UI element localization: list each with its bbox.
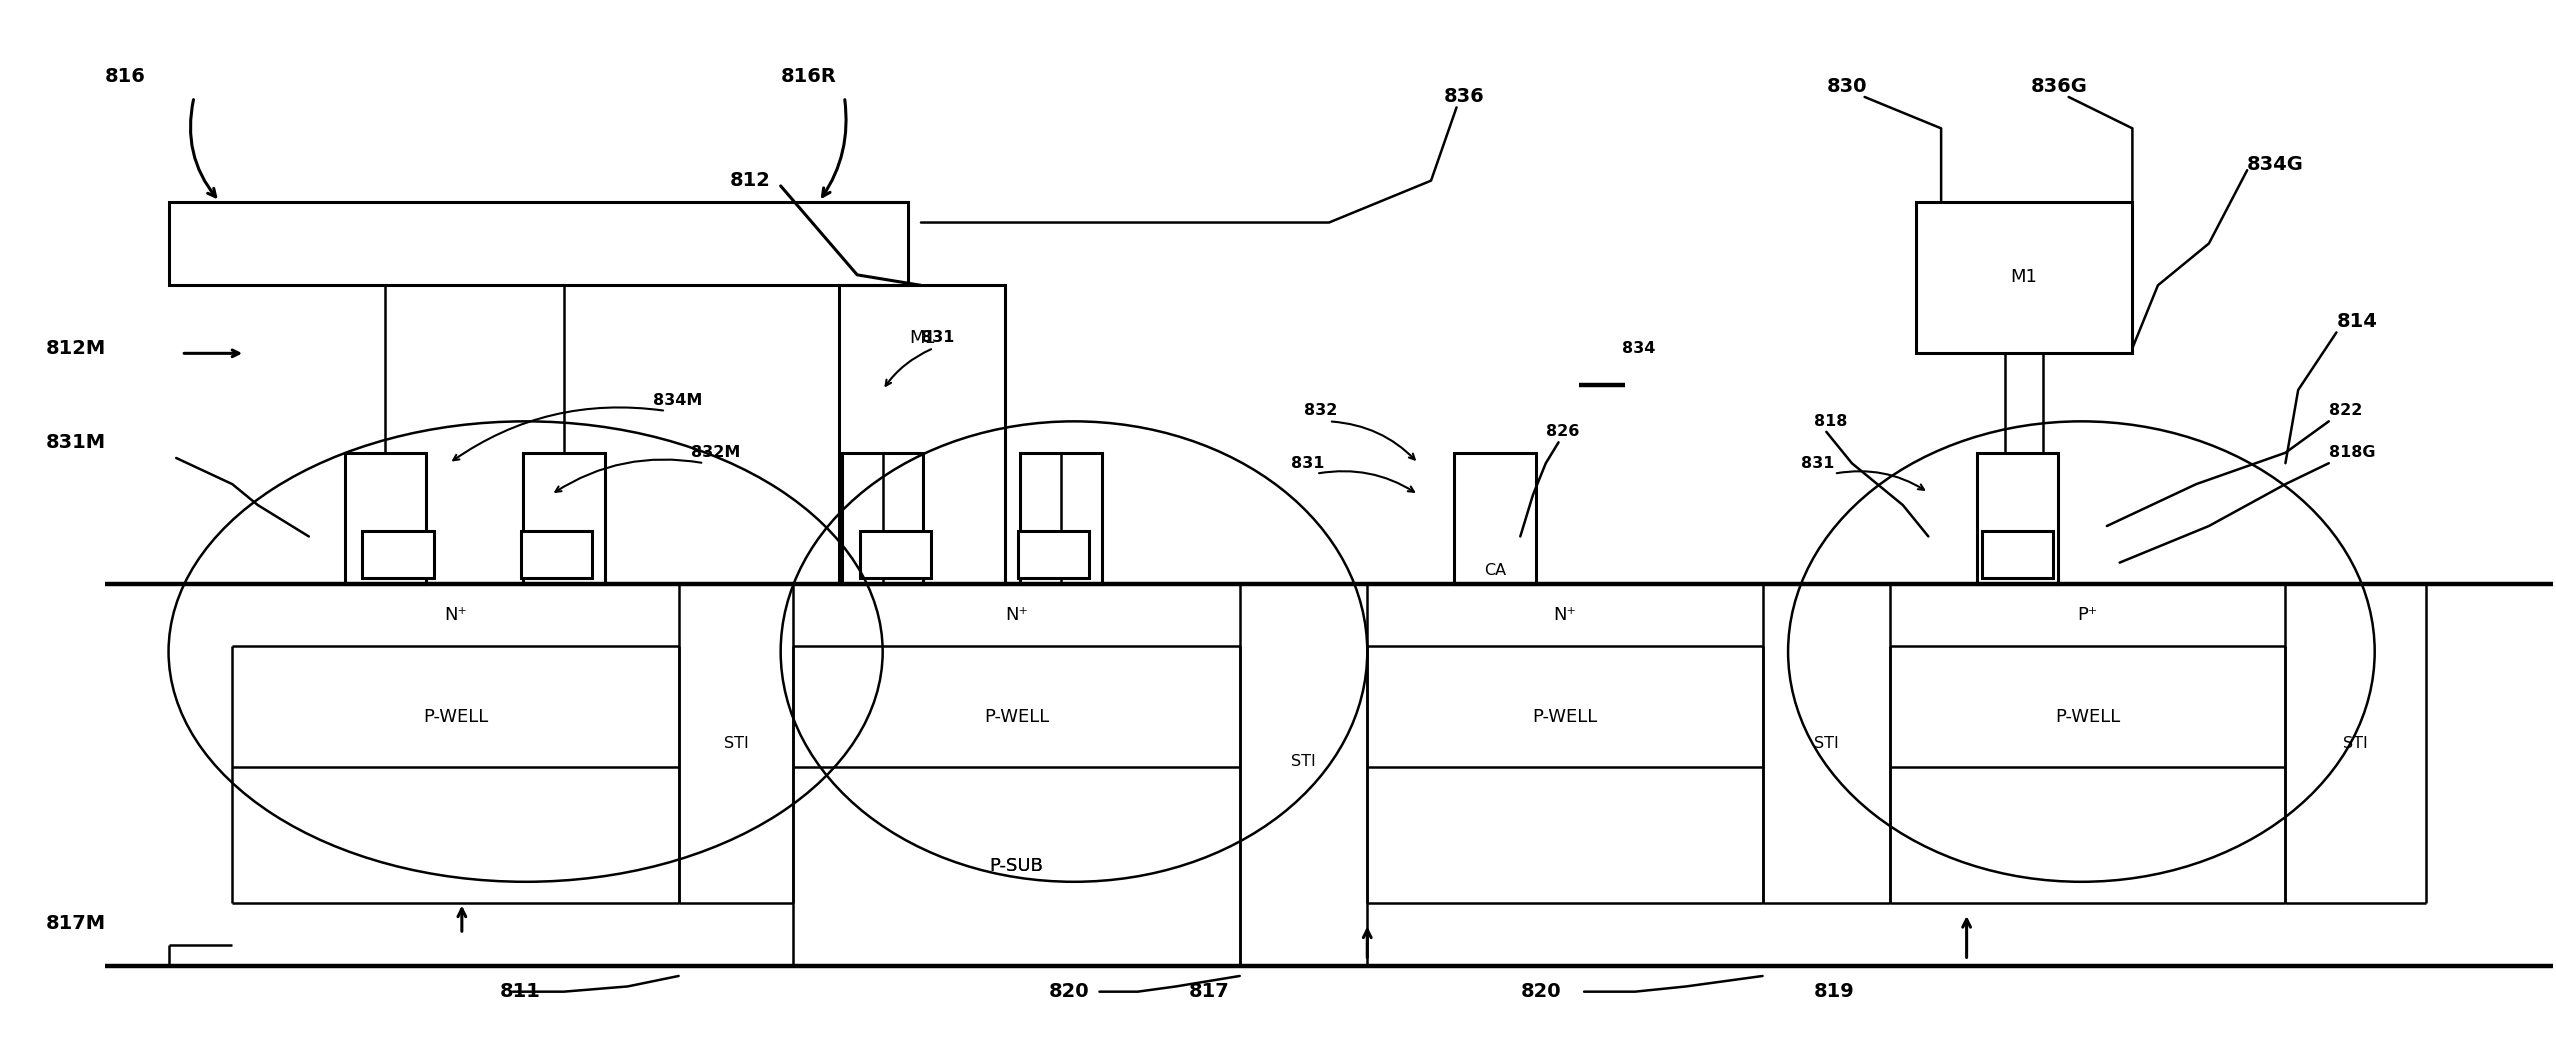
- Bar: [841, 452, 923, 584]
- Text: N⁺: N⁺: [445, 606, 468, 624]
- Text: CA: CA: [1051, 563, 1074, 579]
- Text: P-WELL: P-WELL: [422, 708, 488, 726]
- Text: 834M: 834M: [654, 393, 703, 408]
- Text: 831M: 831M: [46, 432, 107, 451]
- Text: M1: M1: [910, 328, 935, 347]
- Text: 832: 832: [1304, 403, 1337, 419]
- Text: 817: 817: [1189, 983, 1229, 1002]
- Text: P-WELL: P-WELL: [2055, 708, 2121, 726]
- Bar: [838, 285, 1005, 584]
- Text: 831: 831: [1802, 456, 1835, 470]
- Text: 830: 830: [1828, 77, 1866, 96]
- Text: 812M: 812M: [46, 339, 107, 358]
- Text: 834G: 834G: [2247, 156, 2303, 175]
- Text: 831: 831: [920, 330, 953, 345]
- Text: 836: 836: [1444, 87, 1485, 106]
- Bar: [1020, 452, 1102, 584]
- Text: 836G: 836G: [2029, 77, 2088, 96]
- Bar: [363, 531, 435, 579]
- Text: 820: 820: [1521, 983, 1562, 1002]
- Text: P-WELL: P-WELL: [984, 708, 1048, 726]
- Text: 826: 826: [1546, 424, 1580, 440]
- Text: 834: 834: [1623, 341, 1656, 356]
- Text: STI: STI: [2344, 735, 2367, 751]
- Bar: [521, 531, 593, 579]
- Bar: [1914, 202, 2132, 353]
- Text: 831: 831: [1291, 456, 1324, 470]
- Text: 818G: 818G: [2329, 445, 2375, 460]
- Text: 822: 822: [2329, 403, 2362, 419]
- Text: 832M: 832M: [690, 445, 741, 460]
- Text: 819: 819: [1815, 983, 1853, 1002]
- Text: 814: 814: [2336, 312, 2377, 331]
- Text: P-SUB: P-SUB: [989, 857, 1043, 875]
- Text: P-WELL: P-WELL: [1531, 708, 1598, 726]
- Text: 811: 811: [501, 983, 542, 1002]
- Text: 812: 812: [728, 171, 769, 190]
- Text: STI: STI: [1815, 735, 1838, 751]
- Text: N⁺: N⁺: [1554, 606, 1577, 624]
- Bar: [524, 452, 606, 584]
- Text: 820: 820: [1048, 983, 1089, 1002]
- Bar: [169, 202, 907, 285]
- Text: 817M: 817M: [46, 914, 107, 933]
- Bar: [1976, 452, 2058, 584]
- Text: M1: M1: [2012, 268, 2037, 286]
- Text: 816R: 816R: [780, 66, 836, 85]
- Bar: [1454, 452, 1536, 584]
- Text: STI: STI: [723, 735, 749, 751]
- Bar: [1017, 531, 1089, 579]
- Bar: [345, 452, 427, 584]
- Text: CA: CA: [373, 563, 396, 579]
- Text: CA: CA: [1482, 563, 1505, 579]
- Bar: [1981, 531, 2052, 579]
- Text: N⁺: N⁺: [1005, 606, 1028, 624]
- Text: P-SUB: P-SUB: [989, 857, 1043, 875]
- Text: 816: 816: [105, 66, 146, 85]
- Bar: [859, 531, 930, 579]
- Text: STI: STI: [1291, 754, 1316, 769]
- Text: 818: 818: [1815, 413, 1848, 429]
- Text: CA: CA: [2006, 563, 2029, 579]
- Text: P⁺: P⁺: [2078, 606, 2098, 624]
